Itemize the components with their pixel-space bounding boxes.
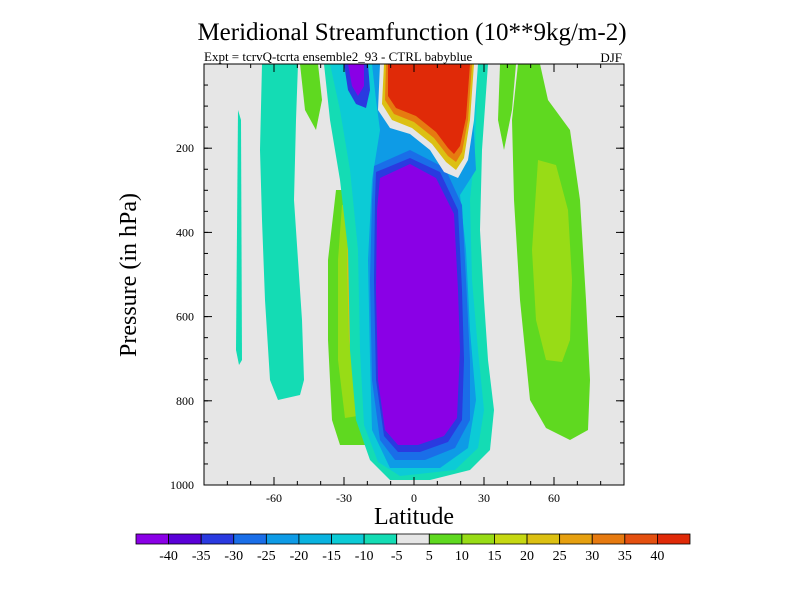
x-tick-label: 30 bbox=[478, 491, 490, 505]
colorbar-label: -25 bbox=[257, 549, 276, 564]
colorbar-swatch bbox=[363, 533, 398, 545]
y-tick-label: 1000 bbox=[170, 478, 194, 492]
colorbar-label: -30 bbox=[224, 549, 243, 564]
colorbar-swatch bbox=[461, 533, 495, 545]
colorbar-label: 35 bbox=[618, 549, 632, 564]
x-axis-label: Latitude bbox=[374, 504, 454, 530]
y-tick-label: 200 bbox=[176, 141, 194, 155]
colorbar-swatch bbox=[624, 533, 658, 545]
colorbar-swatch bbox=[657, 533, 691, 545]
colorbar-label: -5 bbox=[391, 549, 403, 564]
colorbar-swatch bbox=[591, 533, 626, 545]
colorbar-label: 20 bbox=[520, 549, 534, 564]
season-label: DJF bbox=[600, 50, 622, 65]
colorbar-swatch bbox=[265, 533, 300, 545]
colorbar-label: 15 bbox=[487, 549, 501, 564]
y-tick-label: 800 bbox=[176, 394, 194, 408]
colorbar-label: -20 bbox=[290, 549, 309, 564]
contour-fills bbox=[236, 64, 590, 480]
contour-nh-band bbox=[498, 64, 516, 150]
colorbar-label: -10 bbox=[355, 549, 374, 564]
y-axis-label: Pressure (in hPa) bbox=[116, 193, 142, 357]
axes: -60 -30 0 30 60 200 400 600 800 1000 bbox=[170, 64, 624, 505]
colorbar-swatch bbox=[200, 533, 235, 545]
colorbar-swatch bbox=[135, 533, 169, 545]
colorbar: -40 -35 -30 -25 -20 -15 -10 -5 5 10 15 20 25 30 35 40 bbox=[135, 533, 691, 564]
contour-sh-low bbox=[300, 64, 322, 130]
colorbar-swatch bbox=[526, 533, 561, 545]
contour-sh-polar bbox=[236, 110, 242, 365]
colorbar-label: 40 bbox=[650, 549, 664, 564]
x-tick-label: 0 bbox=[411, 491, 417, 505]
colorbar-swatch bbox=[331, 533, 365, 545]
y-tick-label: 600 bbox=[176, 310, 194, 324]
colorbar-swatch bbox=[168, 533, 202, 545]
chart-subtitle: Expt = tcrvQ-tcrta ensemble2_93 - CTRL b… bbox=[204, 49, 472, 64]
contour-sh-strip bbox=[260, 64, 304, 400]
colorbar-label: 25 bbox=[553, 549, 567, 564]
contour-nh-cell-inner bbox=[532, 160, 572, 362]
x-tick-label: -30 bbox=[336, 491, 352, 505]
y-tick-label: 400 bbox=[176, 225, 194, 239]
colorbar-label: 30 bbox=[585, 549, 599, 564]
colorbar-swatch bbox=[298, 533, 332, 545]
plot-area: -60 -30 0 30 60 200 400 600 800 1000 bbox=[170, 63, 625, 505]
colorbar-swatch bbox=[559, 533, 593, 545]
colorbar-swatch bbox=[494, 533, 528, 545]
colorbar-swatch bbox=[233, 533, 267, 545]
colorbar-label: -35 bbox=[192, 549, 211, 564]
x-tick-label: 60 bbox=[548, 491, 560, 505]
contour-pos-aloft-core bbox=[388, 64, 470, 154]
chart-title: Meridional Streamfunction (10**9kg/m-2) bbox=[197, 19, 626, 46]
colorbar-label: -15 bbox=[322, 549, 341, 564]
contour-neg-core bbox=[376, 164, 460, 445]
colorbar-label: -40 bbox=[159, 549, 178, 564]
colorbar-label: 10 bbox=[455, 549, 469, 564]
x-tick-label: -60 bbox=[266, 491, 282, 505]
colorbar-swatch bbox=[428, 533, 463, 545]
colorbar-swatch bbox=[396, 533, 430, 545]
colorbar-label: 5 bbox=[426, 549, 433, 564]
contour-upper-neg-core bbox=[348, 64, 364, 96]
